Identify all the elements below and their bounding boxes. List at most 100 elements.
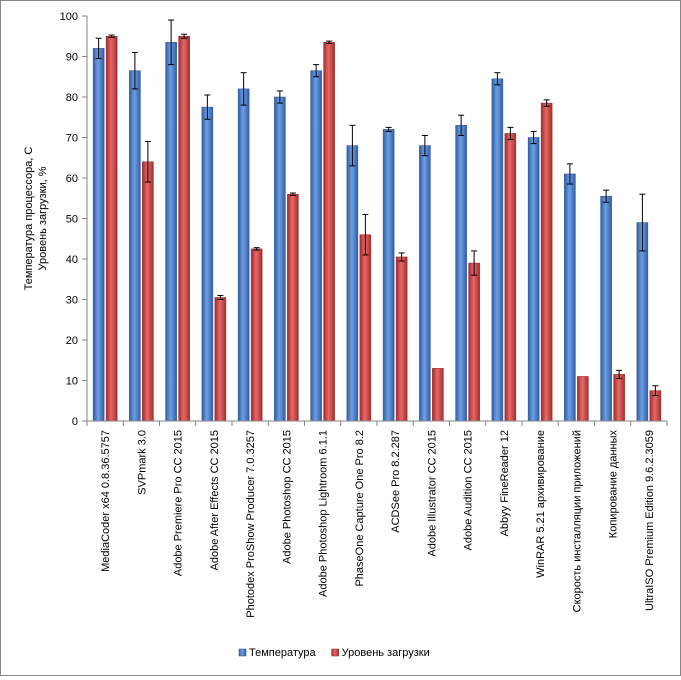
y-tick-label: 10 (66, 376, 78, 388)
error-bar (543, 99, 550, 107)
y-tick-label: 80 (66, 92, 78, 104)
bar-temperature (346, 145, 359, 422)
bar-load (142, 161, 154, 422)
bar-temperature (237, 88, 250, 422)
error-bar (349, 124, 356, 167)
error-bar (385, 126, 392, 132)
error-bar (95, 37, 102, 60)
x-tick-label: Adobe Photoshop CC 2015 (281, 430, 293, 564)
error-bar (181, 33, 188, 39)
x-tick-label: MediaCoder x64 0.8.36.5757 (100, 430, 112, 572)
error-bar (313, 64, 320, 78)
bar-temperature (564, 173, 576, 422)
error-bar (131, 51, 138, 90)
x-tick-label: Adobe After Effects CC 2015 (209, 430, 221, 570)
bar-temperature (419, 145, 431, 422)
error-bar (168, 19, 175, 66)
x-tick-label: Скорость инсталляции приложений (571, 430, 583, 612)
bar-temperature (600, 195, 612, 422)
x-tick-label: PhaseOne Capture One Pro 8.2 (354, 430, 366, 587)
error-bar (326, 40, 333, 45)
bar-temperature (129, 70, 141, 422)
error-bar (217, 294, 224, 300)
error-bar (253, 247, 260, 251)
bar-load (577, 376, 589, 422)
error-bar (289, 192, 296, 196)
bar-load (105, 36, 118, 422)
error-bar (108, 34, 115, 38)
legend-item-temperature: Температура (238, 647, 317, 659)
x-axis: MediaCoder x64 0.8.36.5757 SVPmark 3.0 Ado… (86, 420, 668, 618)
error-bar (603, 189, 610, 203)
bar-temperature (310, 70, 322, 422)
bar-load (287, 193, 299, 422)
error-bar (652, 385, 659, 396)
bar-load (214, 297, 227, 422)
x-tick-label: Adobe Premiere Pro CC 2015 (173, 430, 185, 576)
y-axis-title-line: Температура процессора, С (23, 147, 35, 291)
error-bar (204, 94, 211, 120)
error-bar (507, 126, 514, 141)
bar-load (178, 36, 190, 422)
bar-temperature (274, 96, 286, 422)
error-bar (144, 141, 151, 183)
x-tick-label: Photodex ProShow Producer 7.0.3257 (245, 430, 257, 618)
bar-temperature (491, 78, 504, 422)
x-tick-label: Adobe Illustrator CC 2015 (426, 430, 438, 557)
bar-temperature (165, 42, 177, 422)
x-tick-label: Adobe Audition CC 2015 (463, 430, 475, 550)
error-bar (240, 72, 247, 106)
y-tick-label: 20 (66, 335, 78, 347)
x-tick-label: SVPmark 3.0 (136, 430, 148, 495)
x-tick-label: UltraISO Premium Edition 9.6.2.3059 (644, 430, 656, 611)
error-bar (471, 250, 478, 276)
bar-load (468, 262, 480, 422)
bar-load (395, 256, 408, 422)
legend-item-load: Уровень загрузки (331, 647, 430, 659)
legend-label: Температура (249, 647, 317, 659)
error-bar (398, 252, 405, 262)
bar-temperature (455, 125, 467, 422)
error-bar (639, 193, 646, 252)
y-tick-label: 60 (66, 173, 78, 185)
legend-label: Уровень загрузки (342, 647, 430, 659)
error-bar (530, 130, 537, 145)
bar-load (613, 374, 625, 422)
y-tick-label: 30 (66, 295, 78, 307)
bar-load (432, 368, 444, 422)
y-axis-title-line: Уровень загрузки, % (37, 166, 49, 270)
legend-swatch (331, 648, 339, 657)
legend-swatch (238, 648, 247, 657)
bar-load (540, 102, 553, 422)
y-axis: 0 10 20 30 40 50 60 70 80 90 100 (60, 11, 88, 428)
legend: Температура Уровень загрузки (238, 647, 430, 659)
bar-temperature (201, 106, 214, 422)
x-tick-label: ACDSee Pro 8.2.287 (390, 430, 402, 533)
bar-temperature (527, 137, 540, 422)
y-tick-label: 100 (60, 11, 78, 23)
error-bar (566, 163, 573, 185)
y-tick-label: 40 (66, 254, 78, 266)
error-bar (276, 90, 283, 104)
error-bar (494, 72, 501, 86)
y-tick-label: 70 (66, 133, 78, 145)
x-tick-label: Копирование данных (608, 430, 620, 539)
bar-temperature (382, 129, 395, 422)
bar-temperature (92, 48, 105, 422)
error-bar (616, 369, 623, 379)
bar-load (323, 42, 335, 422)
y-axis-title: Температура процессора, С Уровень загрузк… (23, 147, 49, 291)
y-tick-label: 0 (72, 416, 78, 428)
x-tick-label: Adobe Photoshop Lightroom 6.1.1 (318, 430, 330, 597)
bars (92, 19, 662, 422)
x-tick-label: Abbyy FineReader 12 (499, 430, 511, 536)
y-tick-label: 50 (66, 214, 78, 226)
error-bar (421, 134, 428, 157)
error-bar (458, 114, 465, 136)
bar-temperature (636, 222, 649, 422)
bar-load (504, 133, 517, 422)
bar-load (359, 234, 372, 422)
error-bar (362, 213, 369, 256)
